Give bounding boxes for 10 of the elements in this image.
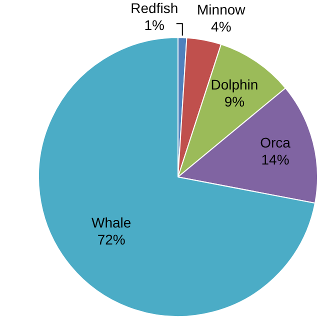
slice-label: Whale: [92, 214, 132, 230]
data-label: 4%: [211, 18, 232, 34]
data-label: 1%: [144, 16, 164, 33]
slice-label: Orca: [260, 134, 291, 150]
data-label: 9%: [224, 93, 245, 110]
data-label: 72%: [97, 231, 126, 248]
slice-label: Minnow: [197, 1, 246, 18]
slice-label: Redfish: [130, 0, 178, 16]
slice-label: Dolphin: [210, 76, 258, 92]
data-label: 14%: [261, 151, 290, 168]
